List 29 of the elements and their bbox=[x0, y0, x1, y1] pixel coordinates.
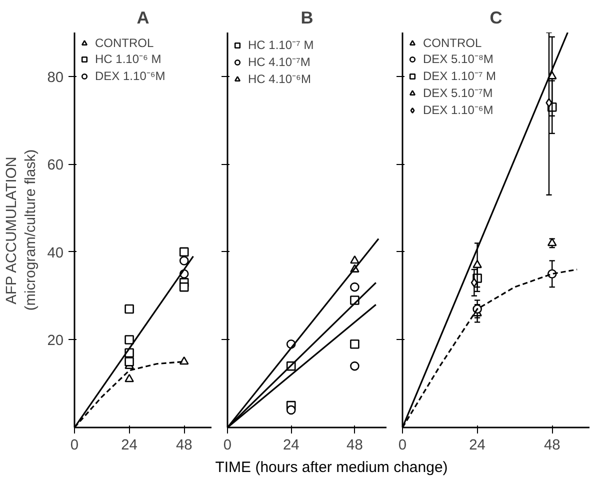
y-tick-label: 40 bbox=[47, 245, 64, 262]
x-tick-label: 48 bbox=[346, 438, 363, 454]
legend-label: CONTROL bbox=[95, 36, 154, 50]
chart-title: B bbox=[300, 8, 314, 28]
x-axis-title: TIME (hours after medium change) bbox=[215, 458, 448, 478]
chart-title: C bbox=[490, 8, 503, 28]
legend-label: DEX 1.10⁻⁶M bbox=[423, 102, 494, 118]
legend-label: HC 4.10⁻⁷M bbox=[248, 54, 310, 70]
y-tick-label: 60 bbox=[47, 158, 64, 174]
legend-label: DEX 1.10⁻⁶M bbox=[95, 68, 166, 84]
legend-label: HC 1.10⁻⁷ M bbox=[248, 37, 314, 53]
x-tick-label: 0 bbox=[70, 438, 79, 454]
legend-label: DEX 1.10⁻⁷ M bbox=[423, 68, 496, 84]
legend-label: DEX 5.10⁻⁷M bbox=[423, 85, 493, 101]
x-tick-label: 48 bbox=[176, 438, 192, 454]
legend-label: HC 1.10⁻⁶ M bbox=[95, 51, 162, 67]
x-tick-label: 0 bbox=[398, 438, 407, 454]
x-tick-label: 24 bbox=[121, 438, 138, 454]
legend-label: HC 4.10⁻⁶M bbox=[248, 71, 311, 87]
x-tick-label: 24 bbox=[282, 438, 300, 454]
y-axis-title: AFP ACCUMULATION (microgram/culture flask) bbox=[4, 149, 40, 311]
x-tick-label: 0 bbox=[223, 438, 232, 454]
x-tick-label: 24 bbox=[469, 438, 486, 454]
legend-label: CONTROL bbox=[423, 36, 482, 50]
y-tick-label: 20 bbox=[47, 333, 64, 350]
chart-title: A bbox=[136, 8, 150, 28]
x-tick-label: 48 bbox=[544, 438, 560, 454]
legend-label: DEX 5.10⁻⁸M bbox=[423, 51, 494, 67]
y-tick-label: 80 bbox=[47, 70, 64, 86]
